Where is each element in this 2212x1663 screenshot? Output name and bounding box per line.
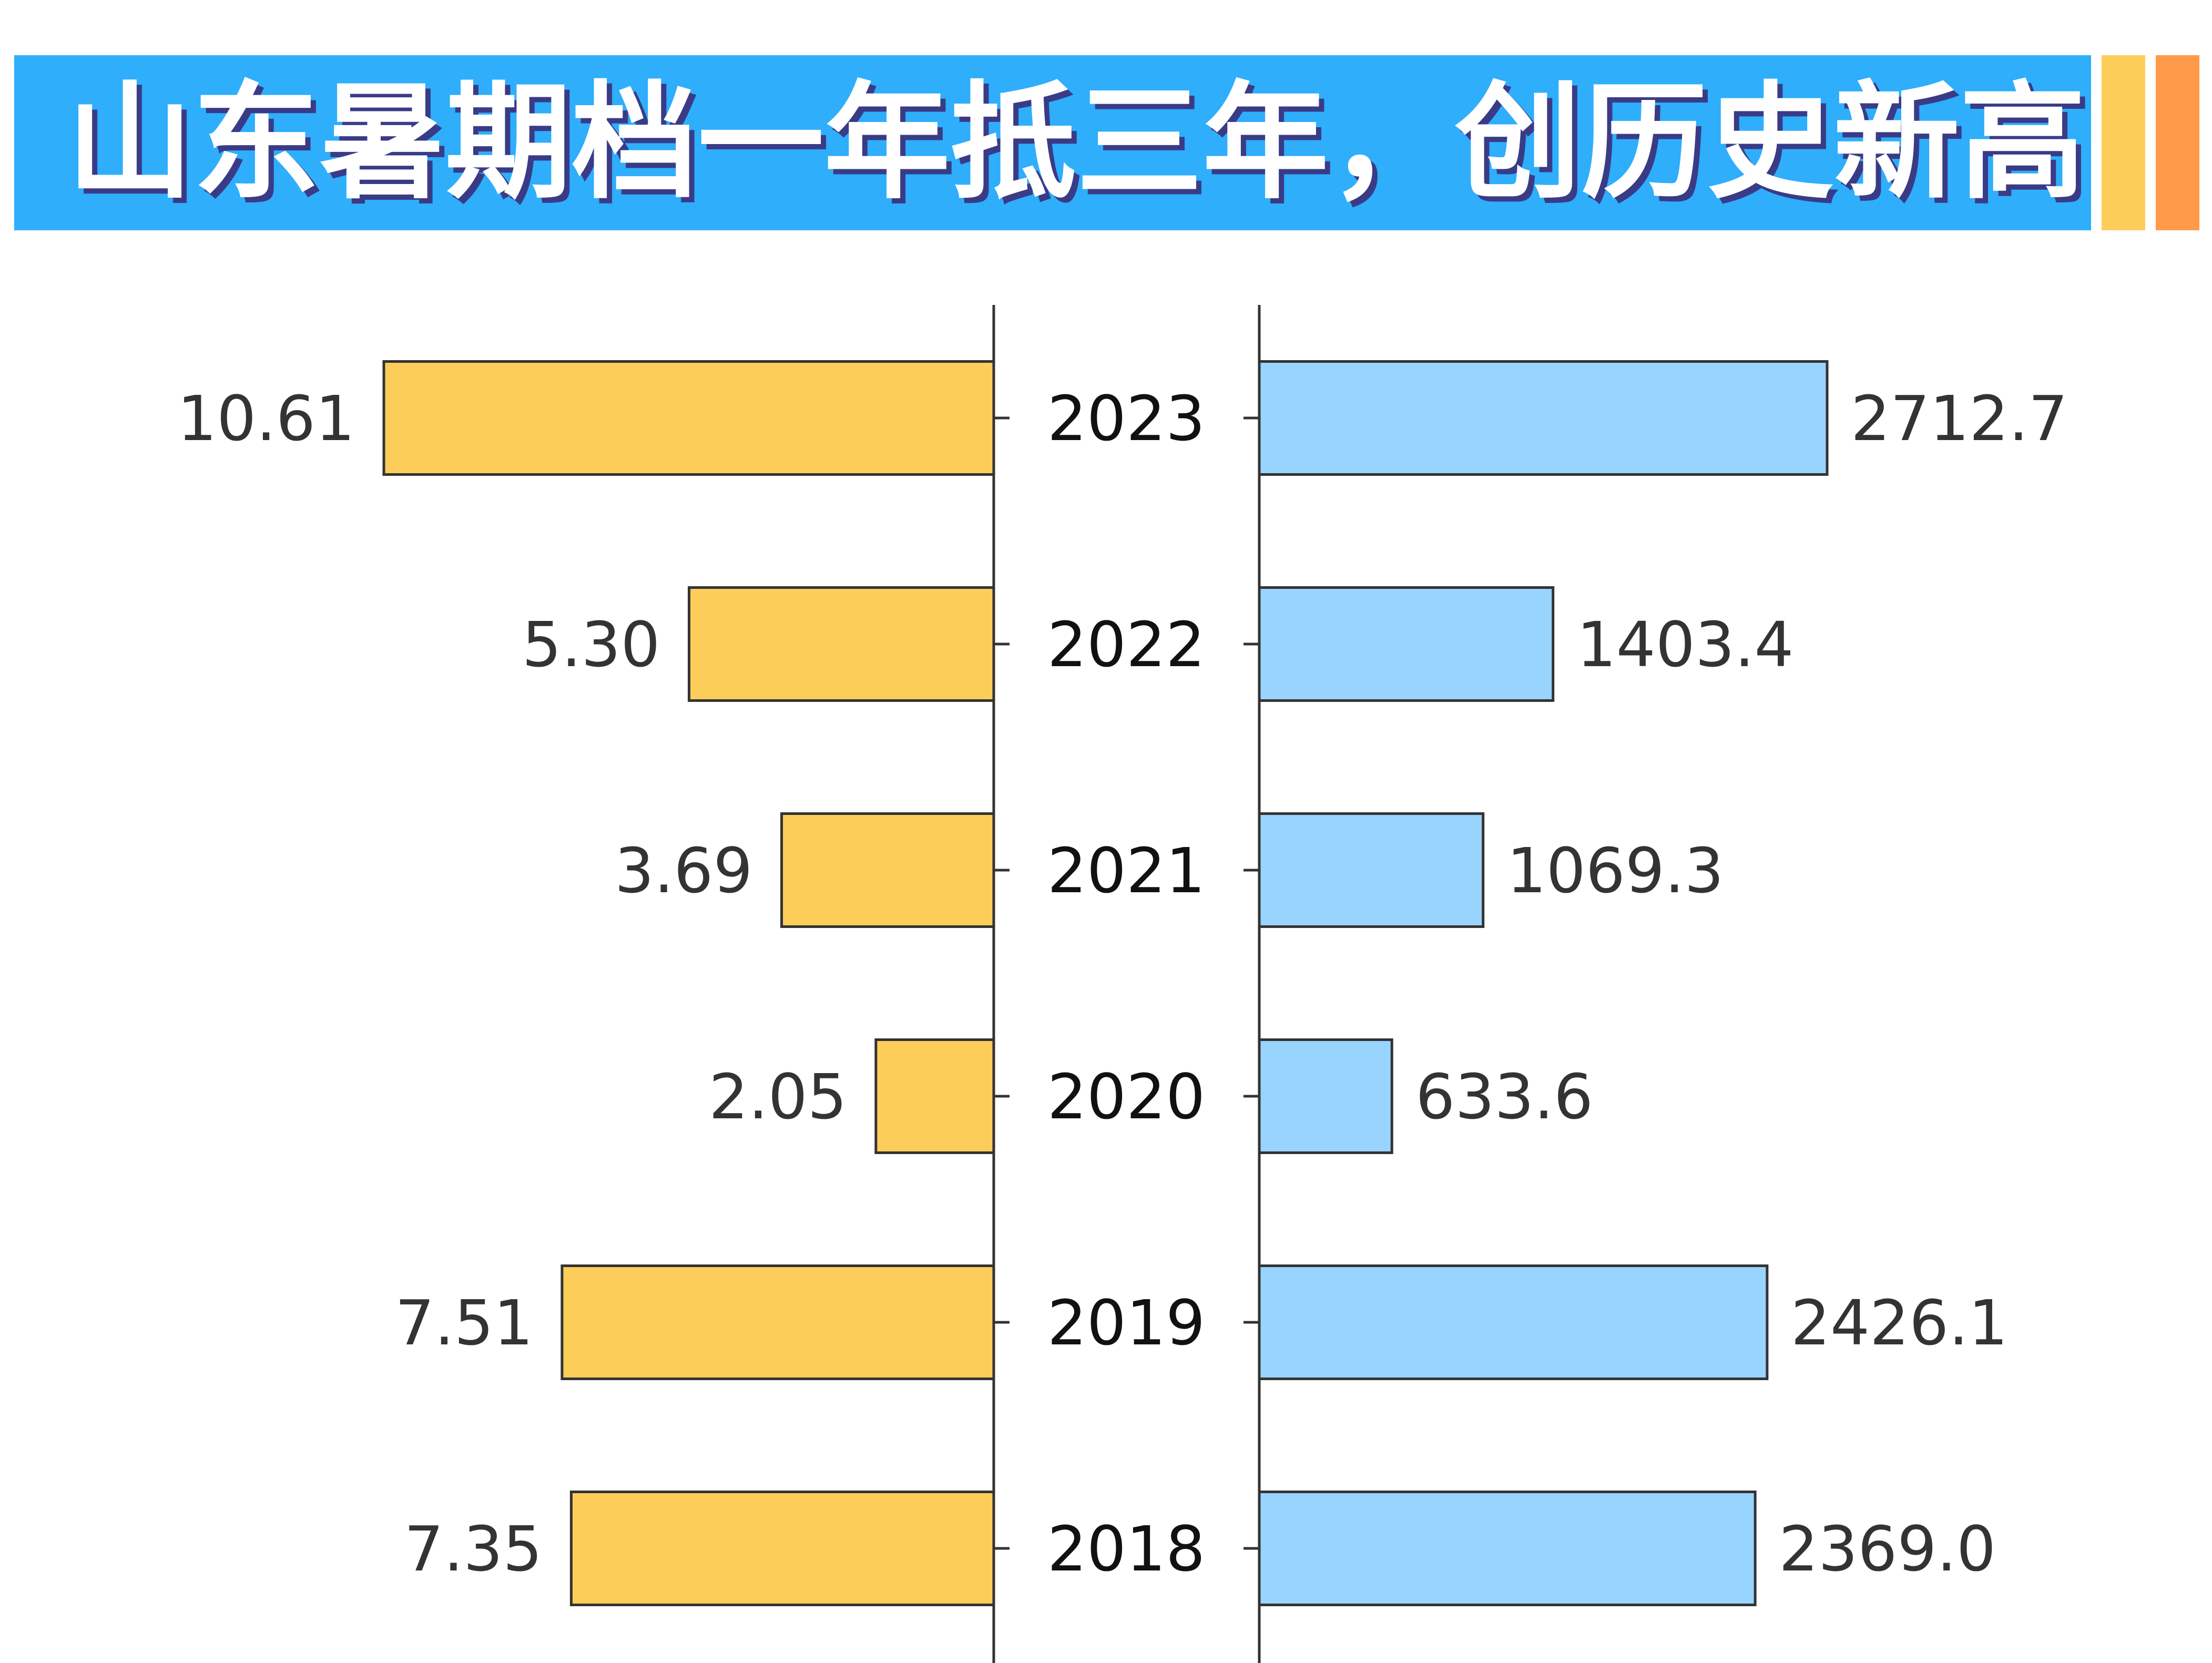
left-bar (560, 1264, 995, 1380)
accent-stripe-orange (2156, 55, 2199, 230)
right-bar (1258, 812, 1485, 928)
left-bar (780, 812, 995, 928)
right-bar (1258, 360, 1829, 476)
left-bar (569, 1491, 995, 1606)
right-bar-value-label: 2426.1 (1791, 1287, 2008, 1359)
category-year-label: 2022 (1047, 608, 1205, 681)
right-bar-value-label: 633.6 (1415, 1060, 1593, 1133)
category-year-label: 2023 (1047, 382, 1205, 455)
right-bar (1258, 1491, 1757, 1606)
category-year-label: 2018 (1047, 1513, 1205, 1585)
left-bar (874, 1038, 995, 1154)
left-bar-value-label: 7.51 (395, 1287, 533, 1359)
chart-title: 山东暑期档一年抵三年，创历史新高 (67, 69, 2086, 216)
left-bar (688, 586, 995, 702)
left-bar (382, 360, 995, 476)
left-bar-value-label: 5.30 (522, 608, 660, 681)
right-bar-value-label: 1403.4 (1577, 608, 1794, 681)
right-bar (1258, 1264, 1769, 1380)
left-bar-value-label: 3.69 (615, 834, 753, 907)
category-year-label: 2019 (1047, 1287, 1205, 1359)
left-bar-value-label: 2.05 (709, 1060, 847, 1133)
right-bar (1258, 586, 1555, 702)
right-bar-value-label: 2712.7 (1851, 382, 2068, 455)
right-bar-value-label: 2369.0 (1779, 1513, 1996, 1585)
accent-stripe-yellow (2102, 55, 2145, 230)
left-bar-value-label: 7.35 (404, 1513, 543, 1585)
right-bar-value-label: 1069.3 (1507, 834, 1724, 907)
title-banner: 山东暑期档一年抵三年，创历史新高 (14, 55, 2091, 230)
right-bar (1258, 1038, 1393, 1154)
left-bar-value-label: 10.61 (177, 382, 355, 455)
category-year-label: 2021 (1047, 834, 1205, 907)
category-year-label: 2020 (1047, 1060, 1205, 1133)
